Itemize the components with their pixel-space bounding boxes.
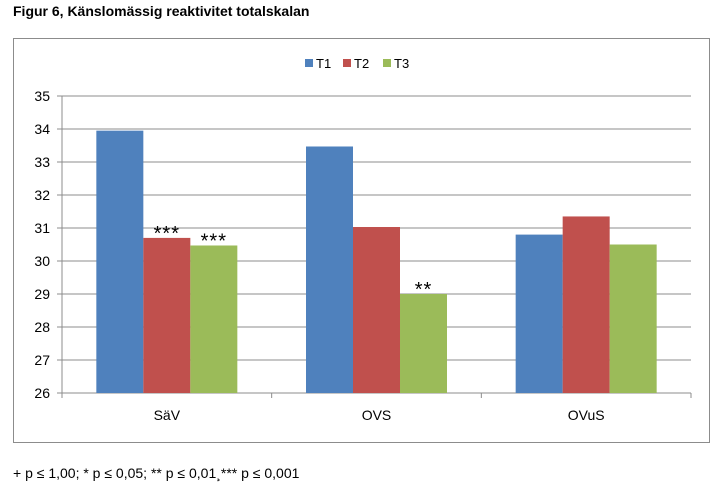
y-tick-label: 26: [34, 385, 50, 401]
footnote-text: + p ≤ 1,00; * p ≤ 0,05; ** p ≤ 0,01¸*** …: [13, 465, 300, 481]
bar-t1-2: [515, 234, 563, 393]
y-tick-label: 34: [34, 121, 50, 137]
legend-swatch-t3: [383, 59, 391, 67]
y-tick-label: 35: [34, 88, 50, 104]
figure-title: Figur 6, Känslomässig reaktivitet totals…: [13, 3, 310, 19]
legend-label-t3: T3: [394, 56, 409, 71]
legend-label-t2: T2: [354, 56, 369, 71]
y-tick-label: 33: [34, 154, 50, 170]
chart-frame: [13, 38, 710, 443]
legend-swatch-t2: [343, 59, 351, 67]
y-tick-label: 27: [34, 352, 50, 368]
y-tick-label: 30: [34, 253, 50, 269]
x-tick-label: SäV: [154, 407, 181, 423]
significance-marker: ***: [154, 223, 180, 245]
legend-swatch-t1: [305, 59, 313, 67]
bar-t1-0: [96, 130, 144, 393]
significance-marker: **: [415, 279, 433, 301]
bar-t2-1: [353, 227, 400, 393]
x-tick-label: OVS: [362, 407, 392, 423]
significance-footnote: + p ≤ 1,00; * p ≤ 0,05; ** p ≤ 0,01¸*** …: [13, 465, 299, 481]
bar-t3-1: [400, 294, 447, 393]
bar-t3-2: [609, 244, 657, 393]
bar-t3-0: [190, 245, 238, 393]
y-tick-label: 32: [34, 187, 50, 203]
bar-t2-0: [143, 237, 191, 393]
y-tick-label: 28: [34, 319, 50, 335]
bar-t1-1: [306, 146, 353, 393]
y-tick-label: 29: [34, 286, 50, 302]
legend-label-t1: T1: [316, 56, 331, 71]
significance-marker: ***: [201, 230, 227, 252]
bar-t2-2: [562, 216, 610, 393]
x-tick-label: OVuS: [568, 407, 605, 423]
y-tick-label: 31: [34, 220, 50, 236]
